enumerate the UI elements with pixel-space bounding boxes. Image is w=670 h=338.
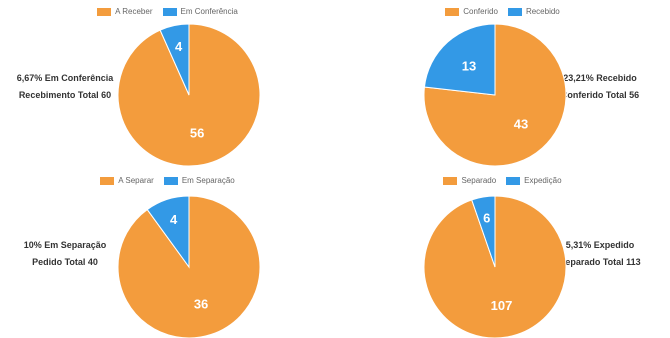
pie-slice-secondary[interactable]: [146, 195, 190, 269]
legend-label: Recebido: [525, 7, 560, 16]
legend-swatch-orange: [445, 7, 460, 16]
info-percentage: 6,67% Em Conferência: [16, 73, 114, 83]
legend-item[interactable]: A Receber: [97, 7, 153, 16]
legend-item[interactable]: Recebido: [507, 7, 560, 16]
legend-label: Expedição: [524, 176, 562, 185]
legend-swatch-orange: [100, 176, 115, 185]
chart-info: 5,31% Expedido Separado Total 113: [535, 237, 665, 271]
legend-swatch-orange: [97, 7, 112, 16]
pie-slice-secondary[interactable]: [423, 23, 496, 96]
info-total: Separado Total 113: [559, 257, 641, 267]
legend-swatch-blue: [163, 176, 178, 185]
legend-item[interactable]: Em Separação: [163, 176, 235, 185]
legend-label: Em Separação: [181, 176, 235, 185]
legend-label: Em Conferência: [180, 7, 238, 16]
slice-value-label: 36: [194, 297, 208, 312]
chart-legend: A Receber Em Conferência: [0, 7, 335, 16]
pie-slice-secondary[interactable]: [471, 195, 496, 268]
legend-swatch-orange: [443, 176, 458, 185]
pie-slice-secondary[interactable]: [159, 23, 190, 96]
legend-swatch-blue: [506, 176, 521, 185]
chart-info: 23,21% Recebido Conferido Total 56: [535, 70, 665, 104]
info-percentage: 23,21% Recebido: [563, 73, 637, 83]
slice-value-label: 107: [491, 298, 513, 313]
info-total: Recebimento Total 60: [18, 90, 112, 100]
chart-panel-conferencia: Conferido Recebido 23,21% Recebido Confe…: [335, 0, 670, 169]
legend-swatch-blue: [162, 7, 177, 16]
pie-chart-expedicao: 107 6: [423, 195, 567, 338]
legend-item[interactable]: Em Conferência: [162, 7, 238, 16]
slice-value-label: 43: [514, 117, 528, 132]
chart-panel-expedicao: Separado Expedição 5,31% Expedido Separa…: [335, 169, 670, 338]
info-total: Conferido Total 56: [560, 90, 640, 100]
chart-info: 10% Em Separação Pedido Total 40: [0, 237, 130, 271]
pie-chart-conferencia: 43 13: [423, 23, 567, 167]
legend-label: A Separar: [118, 176, 154, 185]
slice-value-label: 4: [170, 212, 178, 227]
legend-label: A Receber: [115, 7, 153, 16]
pie-chart-separacao: 36 4: [117, 195, 261, 338]
legend-item[interactable]: A Separar: [100, 176, 154, 185]
legend-label: Conferido: [463, 7, 498, 16]
info-percentage: 10% Em Separação: [23, 240, 107, 250]
slice-value-label: 6: [483, 210, 490, 225]
legend-swatch-blue: [507, 7, 522, 16]
chart-info: 6,67% Em Conferência Recebimento Total 6…: [0, 70, 130, 104]
legend-item[interactable]: Conferido: [445, 7, 498, 16]
chart-legend: Separado Expedição: [335, 176, 670, 185]
slice-value-label: 4: [175, 39, 183, 54]
info-percentage: 5,31% Expedido: [565, 240, 635, 250]
legend-label: Separado: [461, 176, 497, 185]
chart-legend: Conferido Recebido: [335, 7, 670, 16]
info-total: Pedido Total 40: [32, 257, 98, 267]
chart-panel-recebimento: A Receber Em Conferência 6,67% Em Confer…: [0, 0, 335, 169]
chart-panel-separacao: A Separar Em Separação 10% Em Separação …: [0, 169, 335, 338]
legend-item[interactable]: Expedição: [506, 176, 562, 185]
slice-value-label: 56: [190, 126, 204, 141]
legend-item[interactable]: Separado: [443, 176, 496, 185]
pie-chart-recebimento: 56 4: [117, 23, 261, 167]
chart-legend: A Separar Em Separação: [0, 176, 335, 185]
slice-value-label: 13: [462, 58, 476, 73]
